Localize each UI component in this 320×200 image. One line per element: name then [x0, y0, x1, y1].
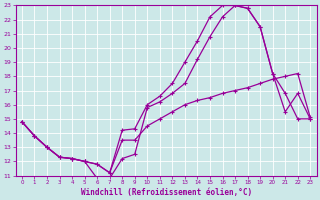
X-axis label: Windchill (Refroidissement éolien,°C): Windchill (Refroidissement éolien,°C) [81, 188, 252, 197]
